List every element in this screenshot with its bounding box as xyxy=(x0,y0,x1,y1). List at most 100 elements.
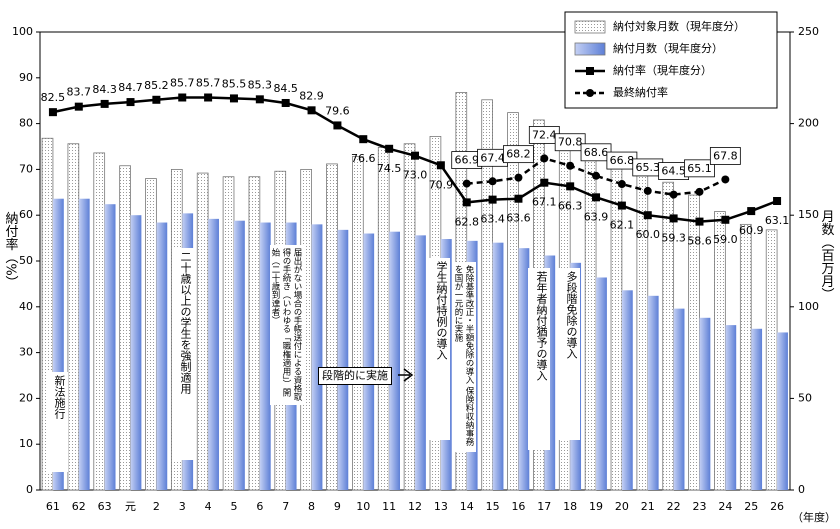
y-tick-label: 20 xyxy=(19,391,33,404)
y-tick-label: 40 xyxy=(19,300,33,313)
marker xyxy=(488,177,497,186)
bar xyxy=(52,198,64,490)
bar xyxy=(389,231,400,491)
data-label: 82.5 xyxy=(41,91,66,104)
data-label: 67.1 xyxy=(532,196,557,209)
data-label: 62.1 xyxy=(610,219,635,232)
data-label: 66.9 xyxy=(454,154,479,167)
bar xyxy=(363,233,375,490)
bar xyxy=(311,224,323,491)
marker xyxy=(540,154,549,163)
y-tick-label: 60 xyxy=(19,208,33,221)
marker xyxy=(747,207,756,216)
marker xyxy=(48,108,57,117)
x-tick-label: 11 xyxy=(382,500,396,513)
data-label: 59.3 xyxy=(661,231,686,244)
legend-marker xyxy=(586,89,594,97)
bar xyxy=(699,317,711,490)
data-label: 65.3 xyxy=(636,161,661,174)
bar xyxy=(208,218,219,490)
marker xyxy=(411,151,419,160)
marker xyxy=(695,187,704,196)
bar xyxy=(714,211,726,491)
y2-tick-label: 0 xyxy=(798,483,805,496)
data-label: 63.1 xyxy=(765,214,790,227)
y-tick-label: 0 xyxy=(26,483,33,496)
bar xyxy=(93,152,106,491)
data-label: 70.8 xyxy=(558,136,583,149)
bar xyxy=(156,222,168,490)
data-label: 68.2 xyxy=(506,148,531,161)
bar xyxy=(403,143,416,491)
marker xyxy=(229,94,238,103)
bar xyxy=(662,181,675,491)
marker xyxy=(592,193,601,202)
marker xyxy=(721,215,730,224)
y2-tick-label: 150 xyxy=(798,208,819,221)
bar xyxy=(673,308,685,490)
marker xyxy=(773,197,782,206)
marker xyxy=(643,211,652,220)
data-label: 85.5 xyxy=(222,77,247,90)
marker xyxy=(307,106,316,115)
legend-label: 最終納付率 xyxy=(613,85,668,99)
x-tick-label: 12 xyxy=(408,500,422,513)
x-tick-label: 63 xyxy=(98,500,112,513)
data-label: 82.9 xyxy=(299,89,324,102)
data-label-box xyxy=(503,145,534,164)
data-label: 84.7 xyxy=(118,81,143,94)
y-tick-label: 70 xyxy=(19,162,33,175)
x-tick-label: 14 xyxy=(460,500,474,513)
bar xyxy=(751,328,763,490)
data-label: 62.8 xyxy=(454,215,479,228)
data-label-box xyxy=(684,159,715,178)
marker xyxy=(566,161,575,170)
bar xyxy=(130,215,142,490)
marker xyxy=(462,179,471,188)
y-tick-label: 80 xyxy=(19,117,33,130)
legend-label: 納付率（現年度分） xyxy=(613,63,712,77)
bar xyxy=(596,277,607,490)
data-label: 60.0 xyxy=(636,228,661,241)
bar xyxy=(584,156,597,491)
marker xyxy=(617,180,626,189)
x-tick-label: 3 xyxy=(179,500,186,513)
bar xyxy=(507,112,519,491)
bar xyxy=(196,172,209,491)
data-label: 63.4 xyxy=(480,213,505,226)
y2-axis-label: 月数（百万月） xyxy=(819,210,835,301)
x-tick-label: 19 xyxy=(589,500,603,513)
x-tick-label: 18 xyxy=(563,500,577,513)
annotation-arrow xyxy=(398,368,414,382)
legend-swatch xyxy=(574,20,606,34)
x-tick-label: 5 xyxy=(230,500,237,513)
y-tick-label: 10 xyxy=(19,437,33,450)
data-label-box xyxy=(709,147,741,165)
y-tick-label: 100 xyxy=(12,25,33,38)
marker xyxy=(514,173,523,182)
bar xyxy=(688,194,700,491)
x-tick-label: 24 xyxy=(718,500,732,513)
marker xyxy=(514,194,523,203)
bar xyxy=(610,163,623,491)
bar xyxy=(248,176,261,491)
x-tick-label: 20 xyxy=(615,500,629,513)
bar xyxy=(259,222,271,490)
line xyxy=(466,157,726,196)
bar xyxy=(647,295,659,490)
x-tick-label: 元 xyxy=(125,500,136,513)
annotation: 新法施行 xyxy=(46,372,68,472)
marker xyxy=(462,198,471,207)
marker xyxy=(385,144,394,153)
marker xyxy=(359,135,368,144)
x-tick-label: 62 xyxy=(72,500,86,513)
marker xyxy=(255,95,264,104)
data-label: 67.8 xyxy=(713,149,738,162)
x-tick-label: 26 xyxy=(770,500,784,513)
marker xyxy=(669,214,678,223)
y2-tick-label: 100 xyxy=(798,300,819,313)
marker xyxy=(643,186,652,195)
data-label-box xyxy=(554,133,586,152)
x-tick-label: 6 xyxy=(256,500,263,513)
